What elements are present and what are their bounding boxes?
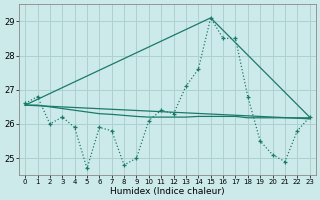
X-axis label: Humidex (Indice chaleur): Humidex (Indice chaleur) <box>110 187 225 196</box>
